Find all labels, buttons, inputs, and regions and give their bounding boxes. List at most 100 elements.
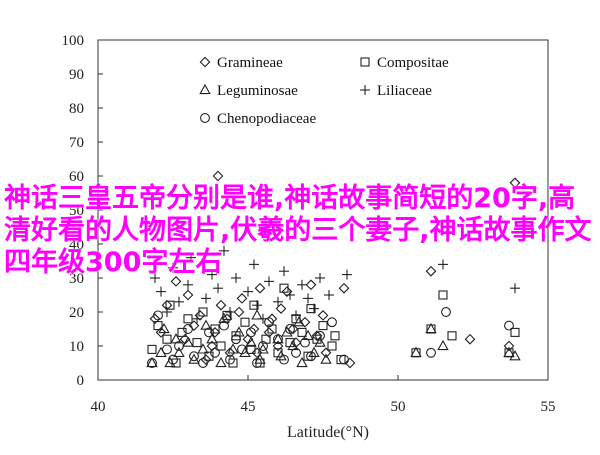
point-liliaceae xyxy=(315,273,325,283)
point-gramineae xyxy=(224,347,236,359)
point-leguminosae xyxy=(182,336,194,347)
point-gramineae xyxy=(254,282,266,294)
data-points xyxy=(146,170,521,369)
point-leguminosae xyxy=(425,322,437,334)
y-tick-label: 40 xyxy=(69,237,84,253)
point-chenopodiaceae xyxy=(189,351,199,362)
point-chenopodiaceae xyxy=(315,330,325,341)
point-gramineae xyxy=(170,276,182,287)
point-liliaceae xyxy=(264,276,274,287)
point-gramineae xyxy=(317,310,329,321)
point-leguminosae xyxy=(206,333,218,344)
point-gramineae xyxy=(464,333,476,345)
point-gramineae xyxy=(251,347,263,359)
point-leguminosae xyxy=(257,343,269,354)
point-gramineae xyxy=(233,306,245,318)
point-leguminosae xyxy=(155,346,167,357)
point-gramineae xyxy=(275,303,287,314)
point-chenopodiaceae xyxy=(327,317,337,328)
point-gramineae xyxy=(263,327,275,338)
point-leguminosae xyxy=(239,346,251,357)
x-tick-label: 55 xyxy=(541,399,556,415)
point-chenopodiaceae xyxy=(441,307,451,317)
point-leguminosae xyxy=(188,353,200,364)
y-tick-label: 60 xyxy=(69,169,84,185)
point-liliaceae xyxy=(273,296,283,307)
point-leguminosae xyxy=(503,346,515,357)
point-chenopodiaceae xyxy=(231,334,241,345)
point-compositae xyxy=(147,344,157,354)
point-chenopodiaceae xyxy=(264,317,274,328)
point-compositae xyxy=(192,338,202,348)
point-gramineae xyxy=(221,313,233,325)
legend: Gramineae Compositae Leguminosae Liliaceae C… xyxy=(199,55,449,127)
point-leguminosae xyxy=(320,353,332,364)
point-liliaceae xyxy=(510,283,520,294)
point-liliaceae xyxy=(291,310,301,321)
y-tick-label: 50 xyxy=(69,203,84,219)
point-chenopodiaceae xyxy=(198,358,208,368)
legend-label-compositae: Compositae xyxy=(377,55,449,71)
y-tick-label: 100 xyxy=(62,33,85,49)
point-compositae xyxy=(204,351,214,361)
x-tick-label: 50 xyxy=(391,399,406,415)
legend-marker-compositae xyxy=(360,57,370,67)
point-gramineae xyxy=(380,221,392,233)
point-leguminosae xyxy=(251,309,263,320)
point-gramineae xyxy=(509,177,521,189)
y-tick-label: 0 xyxy=(77,373,85,389)
point-liliaceae xyxy=(156,286,166,297)
overlay-headline-link[interactable]: 神话三皇五帝分别是谁,神话故事简短的20字,高清好看的人物图片,伏羲的三个妻子,… xyxy=(4,183,592,278)
point-gramineae xyxy=(287,323,299,335)
point-compositae xyxy=(297,327,307,337)
point-gramineae xyxy=(311,330,323,342)
legend-marker-chenopodiaceae xyxy=(200,113,210,123)
point-compositae xyxy=(279,283,289,293)
point-compositae xyxy=(336,355,346,365)
point-liliaceae xyxy=(168,262,178,273)
point-leguminosae xyxy=(437,339,449,351)
y-tick-label: 30 xyxy=(69,271,84,287)
x-tick-label: 45 xyxy=(241,399,256,415)
point-liliaceae xyxy=(201,293,211,304)
point-liliaceae xyxy=(324,290,334,300)
point-liliaceae xyxy=(309,303,319,314)
series-gramineae xyxy=(149,170,521,369)
point-liliaceae xyxy=(162,307,172,317)
tick-labels: 0 10 20 30 40 50 60 70 80 90 100 40 45 50 55 xyxy=(62,33,556,415)
legend-marker-gramineae xyxy=(199,56,211,68)
legend-label-gramineae: Gramineae xyxy=(217,55,283,71)
series-liliaceae xyxy=(150,245,520,324)
point-compositae xyxy=(327,341,337,351)
point-chenopodiaceae xyxy=(300,337,310,348)
x-axis-title: Latitude(°N) xyxy=(287,424,369,441)
point-gramineae xyxy=(425,265,437,277)
point-leguminosae xyxy=(146,356,158,368)
legend-label-liliaceae: Liliaceae xyxy=(377,83,432,99)
point-chenopodiaceae xyxy=(246,327,256,338)
point-leguminosae xyxy=(164,356,176,368)
point-chenopodiaceae xyxy=(153,310,163,321)
point-liliaceae xyxy=(186,252,196,263)
point-gramineae xyxy=(149,313,161,325)
point-chenopodiaceae xyxy=(252,358,262,368)
point-leguminosae xyxy=(215,356,227,368)
point-chenopodiaceae xyxy=(504,320,514,331)
point-gramineae xyxy=(503,340,515,352)
point-leguminosae xyxy=(245,336,257,347)
point-liliaceae xyxy=(303,293,313,304)
point-liliaceae xyxy=(252,300,262,311)
point-leguminosae xyxy=(509,350,521,361)
legend-label-leguminosae: Leguminosae xyxy=(217,83,298,99)
y-tick-label: 80 xyxy=(69,101,84,117)
point-chenopodiaceae xyxy=(279,354,289,365)
legend-marker-leguminosae xyxy=(199,83,211,95)
y-tick-label: 70 xyxy=(69,135,84,151)
point-compositae xyxy=(318,321,328,331)
point-chenopodiaceae xyxy=(306,351,316,362)
point-chenopodiaceae xyxy=(183,324,193,334)
point-compositae xyxy=(153,321,163,331)
point-leguminosae xyxy=(296,356,308,368)
point-compositae xyxy=(447,331,457,341)
